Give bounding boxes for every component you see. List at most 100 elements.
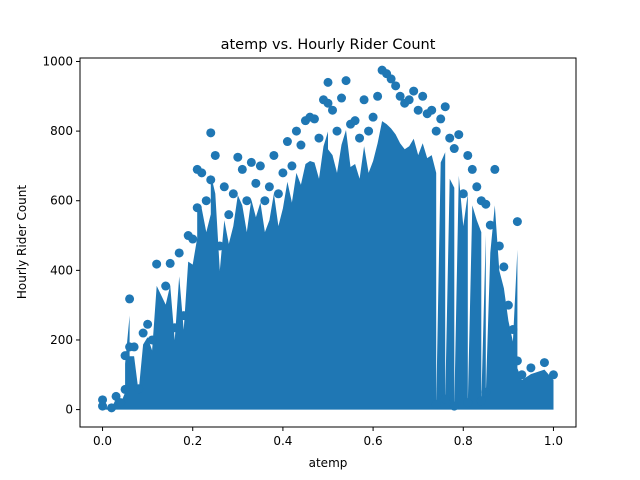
scatter-point <box>436 114 446 124</box>
density-area <box>102 121 554 410</box>
chart-title: atemp vs. Hourly Rider Count <box>221 37 436 53</box>
y-tick-label: 800 <box>50 124 73 138</box>
scatter-point <box>481 387 491 397</box>
scatter-point <box>201 196 211 206</box>
scatter-point <box>228 189 238 199</box>
x-axis-label: atemp <box>309 456 348 470</box>
y-tick-label: 0 <box>65 403 73 417</box>
scatter-point <box>120 351 130 361</box>
x-tick-label: 0.6 <box>364 434 383 448</box>
scatter-point <box>355 133 365 143</box>
scatter-point <box>472 182 482 192</box>
y-tick-label: 600 <box>50 194 73 208</box>
scatter-point <box>224 210 234 220</box>
y-tick-label: 1000 <box>42 54 73 68</box>
scatter-point <box>296 140 306 150</box>
scatter-point <box>165 258 175 268</box>
scatter-point <box>197 168 207 178</box>
scatter-point <box>431 399 441 409</box>
scatter-point <box>152 259 162 269</box>
scatter-point <box>242 196 252 206</box>
scatter-point <box>219 182 229 192</box>
scatter-point <box>237 164 247 174</box>
scatter-point <box>490 164 500 174</box>
x-tick-label: 0.4 <box>273 434 292 448</box>
scatter-point <box>138 328 148 338</box>
scatter-point <box>98 401 108 411</box>
scatter-point <box>269 150 279 160</box>
scatter-point <box>98 395 108 405</box>
scatter-point <box>323 98 333 108</box>
scatter-point <box>395 91 405 101</box>
scatter-point <box>517 370 527 380</box>
scatter-point <box>291 126 301 136</box>
scatter-point <box>463 150 473 160</box>
scatter-point <box>476 396 486 406</box>
scatter-point <box>323 77 333 87</box>
scatter-point <box>440 394 450 404</box>
scatter-point <box>278 168 288 178</box>
scatter-point <box>192 203 202 213</box>
scatter-point <box>359 95 369 105</box>
scatter-point <box>143 319 153 329</box>
scatter-point <box>503 300 513 310</box>
scatter-point <box>246 157 256 167</box>
scatter-point <box>309 114 319 124</box>
scatter-point <box>174 248 184 258</box>
scatter-point <box>206 128 216 138</box>
scatter-point <box>467 164 477 174</box>
scatter-point <box>116 398 126 408</box>
plot-frame <box>79 57 577 428</box>
scatter-point <box>255 161 265 171</box>
scatter-point <box>273 189 283 199</box>
scatter-point <box>449 144 459 154</box>
scatter-point <box>233 152 243 162</box>
scatter-point <box>337 93 347 103</box>
scatter-point <box>129 342 139 352</box>
density-cloud <box>98 65 558 413</box>
y-axis: 0 200 400 600 800 1000 <box>42 54 80 417</box>
scatter-point <box>481 199 491 209</box>
x-tick-label: 0.0 <box>93 434 112 448</box>
scatter-point <box>368 112 378 122</box>
scatter-point <box>134 384 144 394</box>
scatter-point <box>512 217 522 227</box>
scatter-point <box>364 126 374 136</box>
scatter-point <box>328 105 338 115</box>
scatter-point <box>147 335 157 345</box>
scatter-point <box>440 102 450 112</box>
scatter-point <box>449 401 459 411</box>
scatter-point <box>404 95 414 105</box>
x-tick-label: 0.2 <box>183 434 202 448</box>
scatter-point <box>332 126 342 136</box>
scatter-point <box>179 311 189 321</box>
scatter-point <box>264 182 274 192</box>
x-tick-label: 0.8 <box>454 434 473 448</box>
scatter-point <box>125 294 135 304</box>
scatter-point <box>111 391 121 401</box>
scatter-point <box>210 150 220 160</box>
scatter-point <box>215 241 225 251</box>
scatter-point <box>413 105 423 115</box>
scatter-point <box>314 133 324 143</box>
scatter-point <box>341 76 351 86</box>
scatter-point <box>458 189 468 199</box>
scatter-point <box>445 133 455 143</box>
scatter-point <box>539 358 549 368</box>
y-axis-label: Hourly Rider Count <box>15 185 29 300</box>
scatter-point <box>427 105 437 115</box>
scatter-point <box>409 86 419 96</box>
scatter-point <box>251 178 261 188</box>
scatter-point <box>170 323 180 333</box>
scatter-point <box>526 363 536 373</box>
scatter-point <box>287 161 297 171</box>
scatter-point <box>373 91 383 101</box>
scatter-point <box>499 262 509 272</box>
scatter-point <box>350 116 360 126</box>
scatter-point <box>494 241 504 251</box>
scatter-point <box>120 384 130 394</box>
scatter-point <box>454 130 464 140</box>
scatter-point <box>431 126 441 136</box>
scatter-point <box>391 81 401 91</box>
scatter-point <box>206 175 216 185</box>
